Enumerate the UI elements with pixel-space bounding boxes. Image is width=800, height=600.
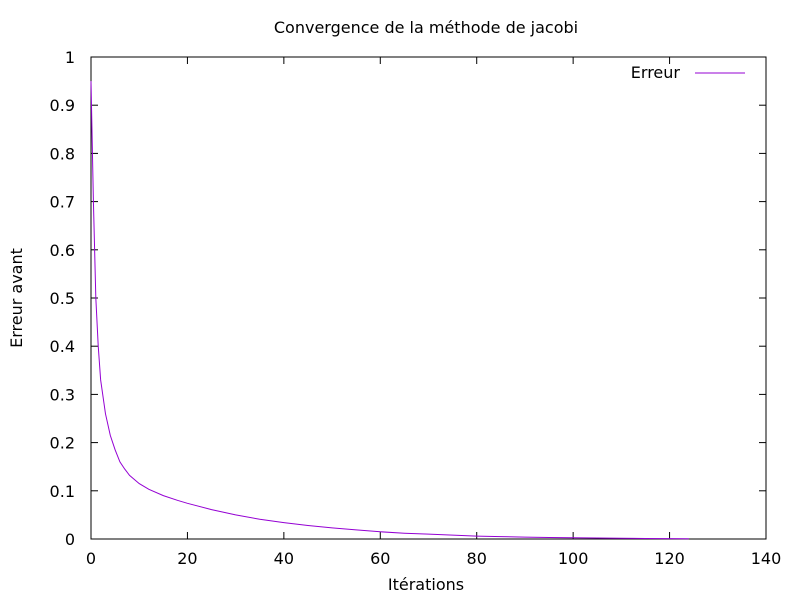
series-layer bbox=[90, 81, 689, 540]
x-tick-label: 140 bbox=[751, 549, 782, 568]
y-tick-label: 0 bbox=[65, 530, 75, 549]
chart-title: Convergence de la méthode de jacobi bbox=[274, 18, 578, 37]
legend-label: Erreur bbox=[631, 63, 681, 82]
y-tick-label: 0.8 bbox=[50, 144, 75, 163]
y-tick-label: 0.9 bbox=[50, 96, 75, 115]
x-tick-label: 80 bbox=[467, 549, 487, 568]
y-tick-label: 1 bbox=[65, 48, 75, 67]
x-tick-label: 0 bbox=[86, 549, 96, 568]
y-tick-label: 0.7 bbox=[50, 193, 75, 212]
x-tick-label: 20 bbox=[177, 549, 197, 568]
y-tick-label: 0.1 bbox=[50, 482, 75, 501]
x-tick-label: 60 bbox=[370, 549, 390, 568]
y-tick-label: 0.2 bbox=[50, 434, 75, 453]
y-tick-label: 0.3 bbox=[50, 385, 75, 404]
legend: Erreur bbox=[631, 63, 745, 82]
series-line-erreur bbox=[90, 81, 689, 540]
x-tick-label: 40 bbox=[274, 549, 294, 568]
y-axis-label: Erreur avant bbox=[7, 248, 26, 348]
y-tick-label: 0.4 bbox=[50, 337, 75, 356]
x-axis-label: Itérations bbox=[388, 575, 464, 594]
ticks-layer: 0 20 40 60 80 100 120 140 0 0.1 0.2 0.3 0.4 0.5 0.6 0.7… bbox=[50, 48, 782, 568]
x-tick-label: 120 bbox=[654, 549, 685, 568]
y-tick-label: 0.6 bbox=[50, 241, 75, 260]
plot-frame bbox=[90, 56, 767, 540]
x-tick-label: 100 bbox=[558, 549, 589, 568]
y-tick-label: 0.5 bbox=[50, 289, 75, 308]
